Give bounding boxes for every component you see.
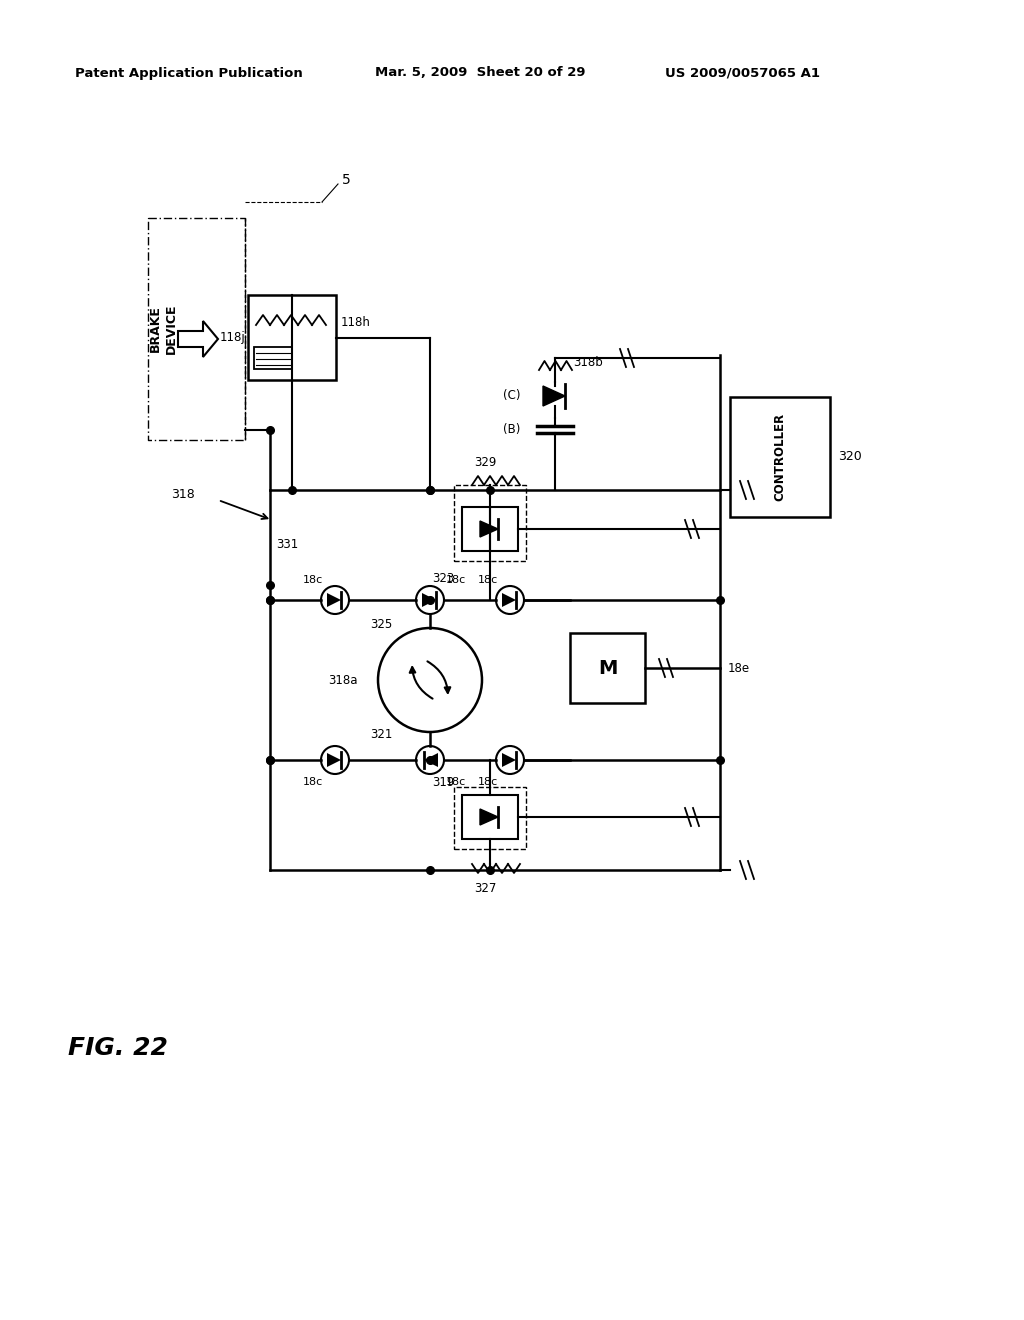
- Circle shape: [416, 586, 444, 614]
- Circle shape: [496, 586, 524, 614]
- Bar: [570, 634, 645, 704]
- Polygon shape: [327, 593, 341, 607]
- Polygon shape: [502, 593, 516, 607]
- Text: Patent Application Publication: Patent Application Publication: [75, 66, 303, 79]
- Polygon shape: [424, 752, 438, 767]
- Polygon shape: [543, 385, 565, 407]
- Text: US 2009/0057065 A1: US 2009/0057065 A1: [665, 66, 820, 79]
- Text: 331: 331: [276, 539, 298, 552]
- Text: 320: 320: [838, 450, 862, 463]
- Text: 327: 327: [474, 883, 497, 895]
- Text: 5: 5: [342, 173, 351, 187]
- Bar: [254, 347, 292, 370]
- Text: Mar. 5, 2009  Sheet 20 of 29: Mar. 5, 2009 Sheet 20 of 29: [375, 66, 586, 79]
- Bar: [730, 397, 830, 517]
- Bar: [462, 507, 518, 550]
- Text: 18c: 18c: [446, 576, 466, 585]
- Text: 325: 325: [370, 619, 392, 631]
- Bar: [248, 294, 336, 380]
- Text: 318a: 318a: [329, 673, 358, 686]
- Text: 18c: 18c: [446, 777, 466, 787]
- Text: 329: 329: [474, 457, 497, 470]
- Text: 323: 323: [432, 572, 455, 585]
- Text: 18c: 18c: [478, 777, 498, 787]
- Circle shape: [496, 746, 524, 774]
- Text: 319: 319: [432, 776, 455, 788]
- Text: 18c: 18c: [303, 576, 324, 585]
- Text: 321: 321: [370, 729, 392, 742]
- Polygon shape: [422, 593, 436, 607]
- Circle shape: [321, 586, 349, 614]
- Bar: [454, 787, 526, 849]
- Text: 18c: 18c: [478, 576, 498, 585]
- Text: 18c: 18c: [303, 777, 324, 787]
- Text: 118j: 118j: [219, 331, 245, 345]
- Polygon shape: [502, 752, 516, 767]
- Polygon shape: [480, 809, 498, 825]
- Text: 318b: 318b: [573, 356, 603, 370]
- Text: BRAKE
DEVICE: BRAKE DEVICE: [148, 304, 177, 354]
- Text: 18e: 18e: [728, 661, 751, 675]
- Circle shape: [416, 746, 444, 774]
- Text: M: M: [598, 659, 617, 677]
- Text: 118h: 118h: [341, 315, 371, 329]
- Text: (B): (B): [503, 422, 520, 436]
- Polygon shape: [480, 521, 498, 537]
- Text: CONTROLLER: CONTROLLER: [773, 413, 786, 502]
- Polygon shape: [327, 752, 341, 767]
- Bar: [454, 484, 526, 561]
- Text: FIG. 22: FIG. 22: [68, 1036, 168, 1060]
- Circle shape: [321, 746, 349, 774]
- Text: (C): (C): [503, 389, 520, 403]
- Text: 318: 318: [171, 488, 195, 502]
- Bar: [462, 795, 518, 840]
